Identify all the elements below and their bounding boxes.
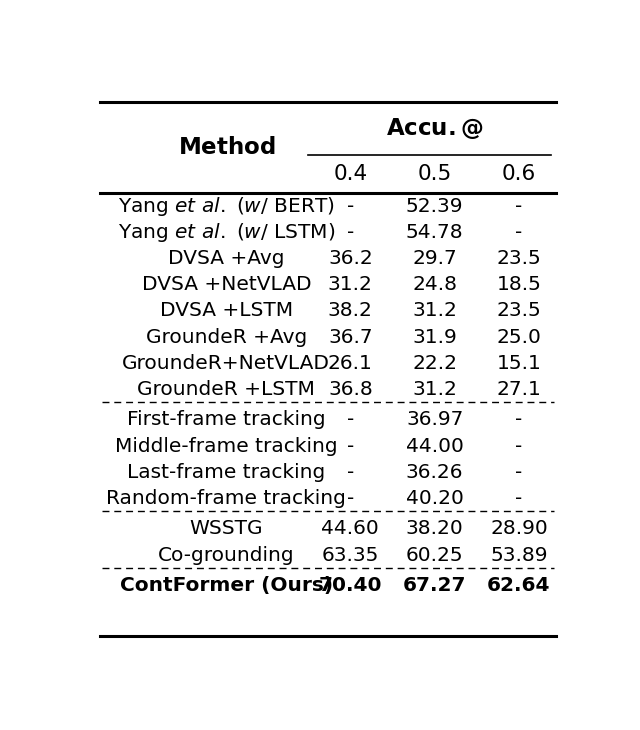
- Text: 63.35: 63.35: [322, 545, 379, 564]
- Text: 31.9: 31.9: [412, 328, 457, 347]
- Text: DVSA +LSTM: DVSA +LSTM: [160, 301, 293, 320]
- Text: 0.5: 0.5: [417, 164, 452, 184]
- Text: -: -: [515, 223, 523, 242]
- Text: 31.2: 31.2: [412, 301, 457, 320]
- Text: 25.0: 25.0: [497, 328, 541, 347]
- Text: 22.2: 22.2: [412, 353, 457, 373]
- Text: 38.20: 38.20: [406, 520, 463, 539]
- Text: 40.20: 40.20: [406, 489, 463, 508]
- Text: 0.6: 0.6: [502, 164, 536, 184]
- Text: 36.7: 36.7: [328, 328, 372, 347]
- Text: GroundeR +Avg: GroundeR +Avg: [146, 328, 307, 347]
- Text: 36.97: 36.97: [406, 410, 463, 429]
- Text: 31.2: 31.2: [328, 275, 372, 294]
- Text: -: -: [347, 410, 354, 429]
- Text: 15.1: 15.1: [497, 353, 541, 373]
- Text: GroundeR +LSTM: GroundeR +LSTM: [138, 380, 316, 399]
- Text: $\mathbf{Accu.@}$: $\mathbf{Accu.@}$: [386, 116, 483, 141]
- Text: 44.60: 44.60: [321, 520, 379, 539]
- Text: Random-frame tracking: Random-frame tracking: [106, 489, 346, 508]
- Text: 53.89: 53.89: [490, 545, 548, 564]
- Text: 28.90: 28.90: [490, 520, 548, 539]
- Text: WSSTG: WSSTG: [189, 520, 263, 539]
- Text: Yang $\it{et~al.}$ ($\it{w/}$ BERT): Yang $\it{et~al.}$ ($\it{w/}$ BERT): [118, 195, 335, 218]
- Text: 23.5: 23.5: [497, 301, 541, 320]
- Text: DVSA +Avg: DVSA +Avg: [168, 249, 285, 268]
- Text: 0.4: 0.4: [333, 164, 367, 184]
- Text: 29.7: 29.7: [412, 249, 457, 268]
- Text: GroundeR+NetVLAD: GroundeR+NetVLAD: [122, 353, 330, 373]
- Text: 36.2: 36.2: [328, 249, 372, 268]
- Text: DVSA +NetVLAD: DVSA +NetVLAD: [141, 275, 311, 294]
- Text: 23.5: 23.5: [497, 249, 541, 268]
- Text: -: -: [347, 197, 354, 216]
- Text: 54.78: 54.78: [406, 223, 463, 242]
- Text: -: -: [347, 223, 354, 242]
- Text: 27.1: 27.1: [497, 380, 541, 399]
- Text: 52.39: 52.39: [406, 197, 463, 216]
- Text: -: -: [515, 489, 523, 508]
- Text: -: -: [515, 410, 523, 429]
- Text: First-frame tracking: First-frame tracking: [127, 410, 326, 429]
- Text: ContFormer (Ours): ContFormer (Ours): [120, 576, 333, 595]
- Text: -: -: [515, 437, 523, 456]
- Text: $\mathbf{Method}$: $\mathbf{Method}$: [177, 136, 275, 159]
- Text: -: -: [515, 197, 523, 216]
- Text: 24.8: 24.8: [412, 275, 457, 294]
- Text: 36.26: 36.26: [406, 463, 463, 482]
- Text: 60.25: 60.25: [406, 545, 463, 564]
- Text: 36.8: 36.8: [328, 380, 372, 399]
- Text: Middle-frame tracking: Middle-frame tracking: [115, 437, 338, 456]
- Text: -: -: [347, 489, 354, 508]
- Text: 44.00: 44.00: [406, 437, 463, 456]
- Text: 26.1: 26.1: [328, 353, 372, 373]
- Text: -: -: [515, 463, 523, 482]
- Text: -: -: [347, 437, 354, 456]
- Text: 62.64: 62.64: [487, 576, 550, 595]
- Text: -: -: [347, 463, 354, 482]
- Text: 31.2: 31.2: [412, 380, 457, 399]
- Text: 67.27: 67.27: [403, 576, 467, 595]
- Text: 70.40: 70.40: [319, 576, 382, 595]
- Text: Yang $\it{et~al.}$ ($\it{w/}$ LSTM): Yang $\it{et~al.}$ ($\it{w/}$ LSTM): [118, 221, 335, 244]
- Text: Co-grounding: Co-grounding: [158, 545, 294, 564]
- Text: 18.5: 18.5: [497, 275, 541, 294]
- Text: 38.2: 38.2: [328, 301, 372, 320]
- Text: Last-frame tracking: Last-frame tracking: [127, 463, 326, 482]
